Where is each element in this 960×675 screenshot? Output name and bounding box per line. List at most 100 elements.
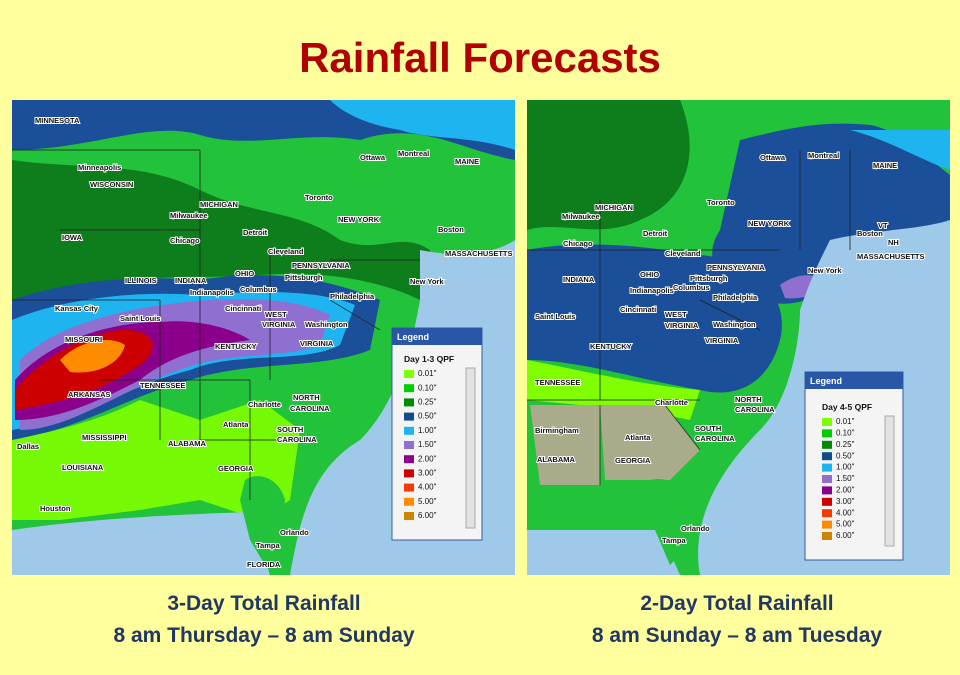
legend-swatch	[404, 370, 414, 378]
legend-label: 0.01"	[418, 369, 437, 378]
place-label: ALABAMA	[537, 455, 575, 464]
place-label: Atlanta	[223, 420, 249, 429]
caption: 8 am Thursday – 8 am Sunday	[113, 624, 414, 647]
legend-swatch	[404, 483, 414, 492]
place-label: WEST	[665, 310, 687, 319]
place-label: Detroit	[643, 229, 668, 238]
place-labels-left: MINNESOTA Minneapolis WISCONSIN MICHIGAN Mil…	[16, 115, 514, 570]
legend-label: 6.00"	[418, 511, 437, 520]
place-label: MICHIGAN	[200, 200, 238, 209]
place-label: Milwaukee	[170, 211, 208, 220]
place-label: Atlanta	[625, 433, 651, 442]
legend-swatch	[404, 398, 414, 407]
place-label: Ottawa	[360, 153, 386, 162]
place-label: WEST	[265, 310, 287, 319]
place-label: Cincinnati	[620, 305, 656, 314]
place-label: Philadelphia	[330, 292, 375, 301]
legend-label: 3.00"	[418, 469, 437, 478]
place-label: New York	[410, 277, 444, 286]
place-label: Cincinnati	[225, 304, 261, 313]
legend-swatch	[404, 412, 414, 421]
place-label: VIRGINIA	[665, 321, 699, 330]
place-label: IOWA	[62, 233, 83, 242]
place-label: Cleveland	[268, 247, 304, 256]
caption: 8 am Sunday – 8 am Tuesday	[592, 624, 883, 647]
place-label: Toronto	[707, 198, 735, 207]
legend-right: Legend Day 4-5 QPF 0.01" 0.10" 0.25" 0.50" 1…	[804, 371, 904, 561]
legend-label: 2.00"	[836, 486, 855, 495]
legend-label: 0.25"	[418, 398, 437, 407]
place-label: Columbus	[673, 283, 710, 292]
legend-label: 0.10"	[418, 383, 437, 392]
place-label: VIRGINIA	[300, 339, 334, 348]
place-label: PENNSYLVANIA	[292, 261, 350, 270]
legend-label: 0.50"	[836, 451, 855, 460]
place-label: Montreal	[398, 149, 429, 158]
place-label: WISCONSIN	[90, 180, 133, 189]
place-label: VIRGINIA	[262, 320, 296, 329]
place-label: ARKANSAS	[68, 390, 111, 399]
place-label: ILLINOIS	[125, 276, 157, 285]
place-label: LOUISIANA	[62, 463, 104, 472]
place-label: CAROLINA	[277, 435, 317, 444]
legend-swatch	[822, 532, 832, 540]
legend-label: 5.00"	[418, 497, 437, 506]
place-label: NH	[888, 238, 899, 247]
place-label: Tampa	[256, 541, 280, 550]
place-label: SOUTH	[695, 424, 721, 433]
caption: 3-Day Total Rainfall	[167, 592, 360, 615]
legend-swatch	[822, 509, 832, 518]
place-label: Charlotte	[655, 398, 688, 407]
legend-label: 0.25"	[836, 440, 855, 449]
place-label: Boston	[857, 229, 883, 238]
place-label: Washington	[713, 320, 756, 329]
place-label: Montreal	[808, 151, 839, 160]
legend-label: 4.00"	[418, 483, 437, 492]
legend-label: 0.10"	[836, 429, 855, 438]
place-label: NORTH	[735, 395, 762, 404]
legend-label: 3.00"	[836, 497, 855, 506]
legend-swatch	[822, 475, 832, 483]
legend-title: Day 1-3 QPF	[404, 354, 454, 364]
place-label: Orlando	[681, 524, 710, 533]
legend-label: 0.01"	[836, 417, 855, 426]
place-label: Pittsburgh	[690, 274, 728, 283]
place-label: Dallas	[17, 442, 39, 451]
legend-swatch	[822, 440, 832, 449]
place-label: Kansas City	[55, 304, 99, 313]
place-label: TENNESSEE	[140, 381, 185, 390]
place-label: INDIANA	[563, 275, 595, 284]
place-label: Birmingham	[535, 426, 579, 435]
place-label: PENNSYLVANIA	[707, 263, 765, 272]
place-label: KENTUCKY	[590, 342, 632, 351]
place-label: MISSOURI	[65, 335, 102, 344]
legend-swatch	[404, 384, 414, 393]
place-label: Minneapolis	[78, 163, 121, 172]
legend-label: 2.00"	[418, 454, 437, 463]
legend-left: Legend Day 1-3 QPF 0.01" 0.10" 0.25" 0.50" 1…	[391, 327, 483, 541]
legend-swatch	[822, 486, 832, 495]
legend-label: 1.00"	[418, 426, 437, 435]
place-label: Indianapolis	[630, 286, 674, 295]
legend-swatch	[822, 429, 832, 438]
place-label: GEORGIA	[218, 464, 254, 473]
place-label: Chicago	[563, 239, 593, 248]
place-label: CAROLINA	[735, 405, 775, 414]
legend-label: 1.00"	[836, 463, 855, 472]
place-label: INDIANA	[175, 276, 207, 285]
place-label: FLORIDA	[247, 560, 281, 569]
place-label: NEW YORK	[748, 219, 790, 228]
legend-title: Day 4-5 QPF	[822, 402, 872, 412]
legend-swatch	[404, 497, 414, 506]
place-label: Ottawa	[760, 153, 786, 162]
place-label: KENTUCKY	[215, 342, 257, 351]
place-label: MASSACHUSETTS	[857, 252, 925, 261]
place-label: Chicago	[170, 236, 200, 245]
place-label: GEORGIA	[615, 456, 651, 465]
legend-swatch	[404, 441, 414, 449]
place-label: Cleveland	[665, 249, 701, 258]
legend-swatch	[822, 520, 832, 529]
slide-title: Rainfall Forecasts	[299, 34, 661, 81]
